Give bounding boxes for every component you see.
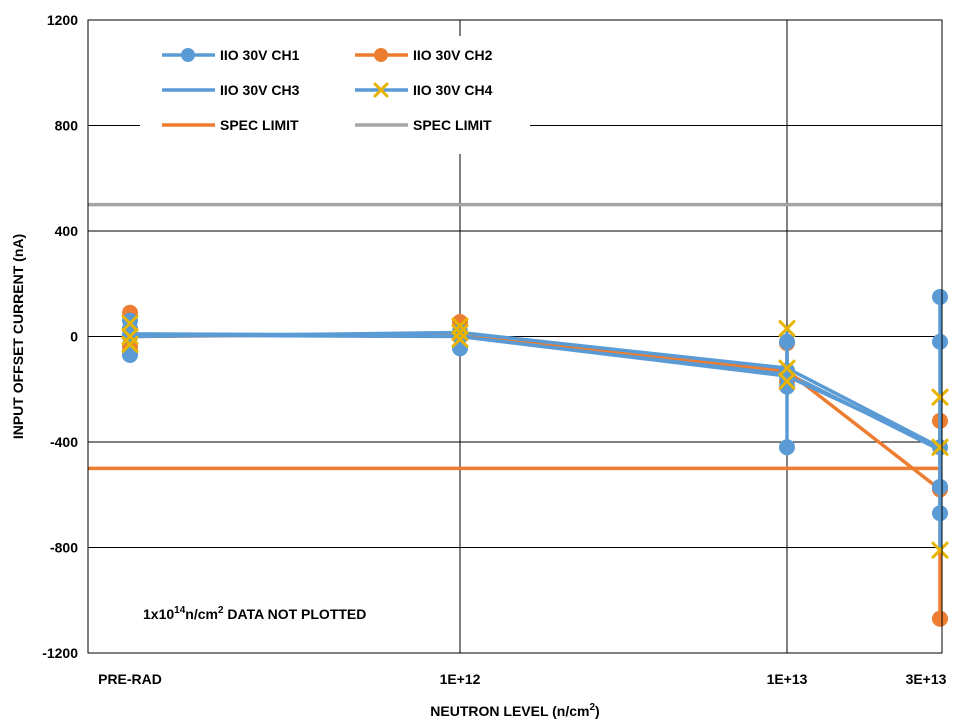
series-2-line	[130, 334, 940, 490]
legend-label: SPEC LIMIT	[413, 117, 492, 133]
x-tick-labels: PRE-RAD 1E+12 1E+13 3E+13	[98, 671, 947, 687]
y-axis-title: INPUT OFFSET CURRENT (nA)	[10, 234, 26, 439]
legend-label: IIO 30V CH3	[220, 82, 300, 98]
series-1-line	[130, 335, 940, 447]
legend-label: IIO 30V CH2	[413, 47, 493, 63]
x-axis-title-main: NEUTRON LEVEL (n/cm	[430, 703, 589, 719]
series-4	[123, 316, 947, 557]
y-tick-label-3: 0	[70, 329, 78, 345]
y-tick-label-2: 400	[55, 223, 79, 239]
note-sup: 14	[174, 605, 186, 616]
y-tick-label-6: -1200	[42, 645, 78, 661]
series-2	[122, 305, 948, 627]
legend-label: IIO 30V CH4	[413, 82, 493, 98]
x-axis-title: NEUTRON LEVEL (n/cm2)	[430, 702, 599, 719]
note-mid: n/cm	[185, 606, 218, 622]
x-tick-label-0: PRE-RAD	[98, 671, 162, 687]
x-axis-title-end: )	[595, 703, 600, 719]
series-1-point-8	[779, 439, 795, 455]
legend-label: IIO 30V CH1	[220, 47, 300, 63]
y-tick-label-4: -400	[50, 434, 78, 450]
legend: IIO 30V CH1 IIO 30V CH2 IIO 30V CH3 IIO 30V…	[140, 36, 530, 154]
note-suffix: DATA NOT PLOTTED	[224, 606, 367, 622]
legend-marker	[374, 48, 388, 62]
y-tick-labels: 1200 800 400 0 -400 -800 -1200	[42, 12, 78, 661]
x-tick-label-3: 3E+13	[906, 671, 947, 687]
series-layer	[122, 289, 948, 627]
y-tick-label-1: 800	[55, 118, 79, 134]
y-tick-label-5: -800	[50, 540, 78, 556]
x-tick-label-1: 1E+12	[440, 671, 481, 687]
series-1	[122, 289, 948, 521]
note-prefix: 1x10	[143, 606, 174, 622]
data-not-plotted-note: 1x1014n/cm2 DATA NOT PLOTTED	[143, 605, 366, 622]
legend-marker	[181, 48, 195, 62]
y-tick-label-0: 1200	[47, 12, 78, 28]
series-1-point-17	[932, 289, 948, 305]
x-tick-label-2: 1E+13	[767, 671, 808, 687]
legend-label: SPEC LIMIT	[220, 117, 299, 133]
legend-entry-4: IIO 30V CH4	[355, 82, 493, 98]
series-1-point-16	[932, 334, 948, 350]
series-2-point-9	[932, 611, 948, 627]
series-3	[130, 326, 940, 484]
